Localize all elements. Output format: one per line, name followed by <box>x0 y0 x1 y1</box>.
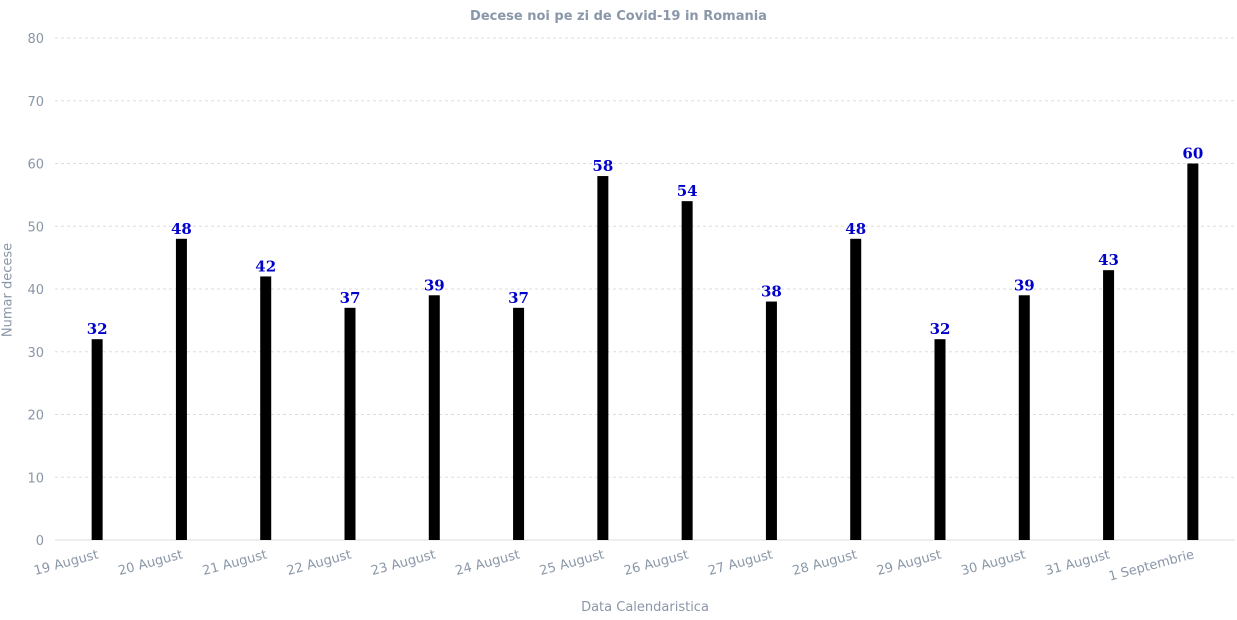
y-tick-label: 10 <box>27 471 44 486</box>
x-tick-label: 31 August <box>1044 547 1112 579</box>
data-label: 39 <box>1014 276 1035 294</box>
bar <box>597 176 609 541</box>
bar <box>1103 270 1115 540</box>
x-tick-label: 22 August <box>285 547 353 579</box>
x-tick-label: 23 August <box>370 547 438 579</box>
y-tick-label: 50 <box>27 220 44 235</box>
y-tick-label: 40 <box>27 283 44 298</box>
y-tick-label: 70 <box>27 95 44 110</box>
bar <box>1018 295 1030 540</box>
data-label: 32 <box>930 320 951 338</box>
data-label: 54 <box>677 182 698 200</box>
y-axis-ticks: 0 10 20 30 40 50 60 70 80 <box>27 32 44 549</box>
data-label: 39 <box>424 276 445 294</box>
chart-title: Decese noi pe zi de Covid-19 in Romania <box>470 9 767 24</box>
grid-lines <box>55 37 1235 541</box>
bar <box>681 201 693 540</box>
x-axis-ticks: 19 August 20 August 21 August 22 August 23 A… <box>32 547 1196 584</box>
y-tick-label: 30 <box>27 346 44 361</box>
x-tick-label: 27 August <box>707 547 775 579</box>
data-label: 48 <box>171 220 192 238</box>
x-tick-label: 21 August <box>201 547 269 579</box>
bar <box>428 295 440 540</box>
y-tick-label: 0 <box>36 534 44 549</box>
bar <box>1187 163 1199 540</box>
y-tick-label: 60 <box>27 158 44 173</box>
bar <box>765 301 777 540</box>
bar <box>175 238 187 541</box>
data-label: 48 <box>845 220 866 238</box>
bar <box>260 276 272 540</box>
x-tick-label: 30 August <box>960 547 1028 579</box>
x-tick-label: 26 August <box>622 547 690 579</box>
data-label: 32 <box>87 320 108 338</box>
bar <box>850 238 862 541</box>
x-tick-label: 1 Septembrie <box>1107 547 1196 584</box>
bars <box>91 163 1199 541</box>
bar <box>91 339 103 540</box>
x-tick-label: 24 August <box>454 547 522 579</box>
bar <box>344 307 356 540</box>
bar <box>513 307 525 540</box>
x-tick-label: 28 August <box>791 547 859 579</box>
x-tick-label: 29 August <box>875 547 943 579</box>
y-tick-label: 80 <box>27 32 44 47</box>
data-label: 37 <box>340 289 361 307</box>
data-label: 42 <box>255 257 276 275</box>
data-labels: 32 48 42 37 39 37 58 54 38 48 32 39 43 60 <box>87 145 1204 339</box>
x-tick-label: 25 August <box>538 547 606 579</box>
data-label: 60 <box>1182 145 1203 163</box>
data-label: 37 <box>508 289 529 307</box>
bar <box>934 339 946 540</box>
data-label: 43 <box>1098 251 1119 269</box>
data-label: 38 <box>761 283 782 301</box>
y-tick-label: 20 <box>27 409 44 424</box>
x-tick-label: 20 August <box>117 547 185 579</box>
x-tick-label: 19 August <box>32 547 100 579</box>
x-axis-title: Data Calendaristica <box>581 600 709 615</box>
data-label: 58 <box>592 157 613 175</box>
